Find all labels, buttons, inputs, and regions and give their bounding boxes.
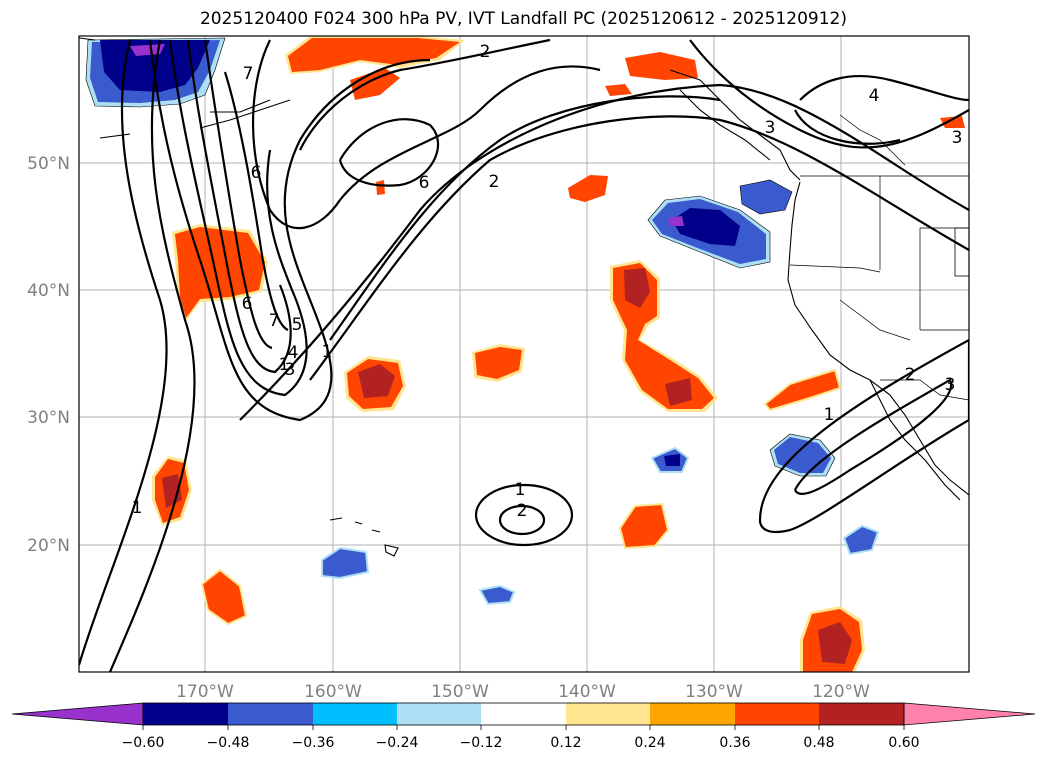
lon-tick-label: 160°W bbox=[304, 682, 362, 702]
contour-label: 7 bbox=[243, 64, 254, 84]
positive-region bbox=[200, 568, 248, 626]
lon-tick-label: 170°W bbox=[176, 682, 234, 702]
lon-tick-labels: 170°W 160°W 150°W 140°W 130°W 120°W bbox=[176, 682, 870, 702]
lon-tick-label: 150°W bbox=[431, 682, 489, 702]
colorbar-tick-label: −0.48 bbox=[207, 735, 250, 751]
contour-label: 2 bbox=[905, 365, 916, 385]
negative-region bbox=[664, 454, 680, 466]
colorbar-segment bbox=[566, 703, 650, 725]
plot-frame bbox=[78, 35, 970, 673]
lon-tick-label: 140°W bbox=[558, 682, 616, 702]
positive-region bbox=[350, 68, 400, 100]
contour-label: 3 bbox=[285, 360, 296, 380]
colorbar-tick-label: 0.36 bbox=[719, 735, 750, 751]
gridlines bbox=[79, 36, 969, 672]
contour-label: 2 bbox=[480, 42, 491, 62]
positive-region bbox=[568, 175, 608, 202]
lat-tick-labels: 50°N 40°N 30°N 20°N bbox=[27, 154, 70, 556]
lat-tick-label: 50°N bbox=[27, 154, 70, 174]
contour-label: 3 bbox=[952, 128, 963, 148]
negative-region bbox=[672, 208, 740, 246]
contour-label: 6 bbox=[242, 294, 253, 314]
colorbar-tick-label: 0.12 bbox=[550, 735, 581, 751]
colorbar-tick-label: −0.24 bbox=[376, 735, 419, 751]
colorbar-segment bbox=[228, 703, 313, 725]
contour-label: 7 bbox=[269, 311, 280, 331]
positive-region bbox=[618, 502, 670, 550]
lat-tick-label: 20°N bbox=[27, 536, 70, 556]
positive-region bbox=[818, 622, 852, 664]
positive-region bbox=[940, 116, 965, 128]
positive-region bbox=[605, 84, 632, 96]
positive-region bbox=[763, 368, 842, 412]
positive-region bbox=[162, 474, 182, 508]
contour-label: 1 bbox=[132, 498, 143, 518]
colorbar-segment bbox=[397, 703, 481, 725]
contour-label: 6 bbox=[251, 163, 262, 183]
colorbar-tick-label: −0.60 bbox=[122, 735, 165, 751]
colorbar-segment bbox=[481, 703, 566, 725]
contour-label: 5 bbox=[292, 315, 303, 335]
colorbar-tick-label: 0.48 bbox=[803, 735, 834, 751]
colorbar-tick-label: −0.12 bbox=[460, 735, 503, 751]
contour-label: 4 bbox=[869, 86, 880, 106]
colorbar-tick-label: −0.36 bbox=[292, 735, 335, 751]
colorbar-segment bbox=[819, 703, 904, 725]
positive-region bbox=[358, 364, 395, 398]
contour-label: 1 bbox=[824, 405, 835, 425]
lat-tick-label: 30°N bbox=[27, 408, 70, 428]
pv-contours bbox=[79, 38, 969, 672]
contour-label: 3 bbox=[945, 375, 956, 395]
contour-label: 1 bbox=[515, 480, 526, 500]
contour-label: 1 bbox=[279, 355, 290, 375]
colorbar: −0.60 −0.48 −0.36 −0.24 −0.12 0.12 0.24 … bbox=[11, 702, 1036, 751]
colorbar-tick-label: 0.60 bbox=[888, 735, 919, 751]
positive-region bbox=[665, 378, 692, 406]
colorbar-extend-high bbox=[903, 702, 1036, 726]
negative-region bbox=[668, 216, 684, 226]
contour-label: 2 bbox=[517, 501, 528, 521]
lon-tick-label: 120°W bbox=[812, 682, 870, 702]
lon-tick-label: 130°W bbox=[685, 682, 743, 702]
contour-label: 6 bbox=[419, 173, 430, 193]
contour-label: 4 bbox=[288, 343, 299, 363]
contour-label: 2 bbox=[489, 172, 500, 192]
coastlines bbox=[79, 37, 969, 557]
colorbar-segment bbox=[650, 703, 735, 725]
colorbar-segment bbox=[313, 703, 397, 725]
colorbar-segment bbox=[143, 703, 228, 725]
negative-region bbox=[739, 179, 793, 215]
negative-region bbox=[130, 44, 165, 56]
map-title: 2025120400 F024 300 hPa PV, IVT Landfall… bbox=[199, 9, 847, 29]
colorbar-extend-low bbox=[11, 702, 144, 726]
negative-region bbox=[321, 546, 370, 580]
contour-label: 3 bbox=[765, 118, 776, 138]
lat-tick-label: 40°N bbox=[27, 281, 70, 301]
positive-region bbox=[475, 347, 522, 379]
positive-region bbox=[288, 38, 460, 72]
negative-region bbox=[478, 584, 516, 606]
contour-label: 1 bbox=[322, 342, 333, 362]
colorbar-tick-label: 0.24 bbox=[634, 735, 665, 751]
negative-region bbox=[842, 524, 880, 556]
positive-region bbox=[624, 268, 650, 308]
positive-region bbox=[376, 180, 385, 195]
colorbar-segment bbox=[735, 703, 819, 725]
contour-labels: 1 1 1 1 1 2 2 2 2 3 3 3 3 4 4 5 6 6 6 7 … bbox=[132, 42, 963, 521]
